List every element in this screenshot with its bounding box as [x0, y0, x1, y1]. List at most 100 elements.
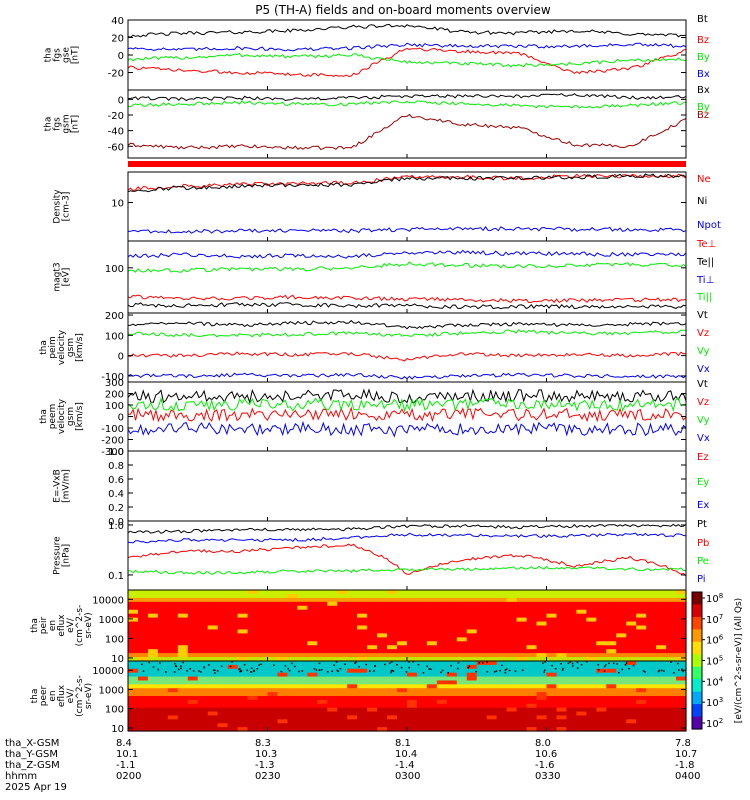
spectrogram-cell	[476, 641, 488, 646]
spectrogram-cell	[446, 633, 458, 638]
spectrogram-cell	[516, 637, 528, 642]
spectrogram-cell	[327, 601, 338, 607]
spectrogram-cell	[327, 676, 338, 682]
spectrogram-cell	[207, 703, 219, 709]
spectrogram-cell	[536, 668, 548, 674]
spectrogram-cell	[436, 617, 448, 623]
spectrogram-dropout	[354, 662, 356, 664]
spectrogram-cell	[646, 617, 657, 623]
spectrogram-cell	[128, 657, 139, 662]
spectrogram-cell	[496, 629, 508, 634]
spectrogram-cell	[546, 727, 558, 732]
spectrogram-cell	[426, 684, 438, 689]
spectrogram-cell	[257, 617, 269, 623]
spectrogram-cell	[267, 653, 279, 658]
spectrogram-cell	[576, 688, 587, 693]
spectrogram-cell	[207, 692, 219, 697]
spectrogram-cell	[167, 688, 179, 693]
colorbar-tick-label: 108	[706, 592, 723, 605]
spectrogram-cell	[397, 629, 408, 634]
spectrogram-cell	[357, 719, 368, 724]
spectrogram-cell	[616, 692, 627, 697]
spectrogram-cell	[506, 633, 518, 638]
spectrogram-cell	[347, 699, 358, 705]
spectrogram-cell	[267, 645, 279, 650]
spectrogram-cell	[576, 597, 587, 603]
spectrogram-cell	[277, 703, 289, 709]
spectrogram-cell	[576, 653, 587, 658]
spectrogram-cell	[576, 696, 587, 701]
spectrogram-cell	[217, 688, 229, 693]
spectrogram-dropout	[569, 661, 572, 663]
spectrogram-cell	[387, 684, 398, 689]
spectrogram-cell	[456, 680, 468, 685]
spectrogram-cell	[387, 605, 398, 611]
spectrogram-cell	[227, 676, 239, 682]
spectrogram-cell	[586, 668, 597, 674]
spectrogram-cell	[257, 601, 269, 607]
spectrogram-cell	[526, 727, 538, 732]
spectrogram-cell	[476, 684, 488, 689]
spectrogram-cell	[546, 641, 558, 646]
spectrogram-cell	[666, 696, 677, 701]
spectrogram-cell	[446, 715, 458, 720]
spectrogram-cell	[147, 723, 159, 728]
spectrogram-dropout	[199, 671, 202, 673]
spectrogram-cell	[516, 661, 528, 666]
spectrogram-cell	[566, 633, 577, 638]
spectrogram-cell	[666, 711, 677, 717]
spectrogram-cell	[147, 684, 159, 689]
spectrogram-cell	[436, 672, 448, 678]
spectrogram-cell	[257, 633, 269, 638]
spectrogram-cell	[347, 664, 358, 670]
spectrogram-dropout	[344, 663, 346, 665]
spectrogram-cell	[177, 711, 189, 717]
spectrogram-cell	[426, 723, 438, 728]
spectrogram-cell	[606, 621, 617, 627]
spectrogram-cell	[586, 672, 597, 678]
spectrogram-cell	[197, 653, 209, 658]
spectrogram-cell	[576, 593, 587, 599]
spectrogram-cell	[287, 727, 298, 732]
spectrogram-cell	[407, 711, 418, 717]
legend-label: Bx	[697, 69, 710, 80]
spectrogram-cell	[476, 696, 488, 701]
spectrogram-cell	[416, 597, 428, 603]
spectrogram-cell	[367, 711, 378, 717]
spectrogram-cell	[257, 609, 269, 615]
spectrogram-cell	[486, 672, 498, 678]
spectrogram-cell	[426, 629, 438, 634]
spectrogram-cell	[626, 688, 637, 693]
spectrogram-cell	[277, 597, 289, 603]
spectrogram-cell	[277, 668, 289, 674]
spectrogram-cell	[496, 661, 508, 666]
spectrogram-cell	[337, 621, 348, 627]
spectrogram-cell	[377, 590, 388, 595]
series-line-temperature-1	[127, 302, 687, 310]
spectrogram-cell	[526, 629, 538, 634]
spectrogram-cell	[526, 601, 538, 607]
spectrogram-cell	[197, 696, 209, 701]
spectrogram-cell	[257, 703, 269, 709]
spectrogram-cell	[526, 684, 538, 689]
spectrogram-cell	[546, 719, 558, 724]
spectrogram-cell	[466, 617, 478, 623]
spectrogram-cell	[496, 621, 508, 627]
spectrogram-cell	[177, 684, 189, 689]
spectrogram-cell	[277, 653, 289, 658]
spectrogram-cell	[157, 664, 169, 670]
spectrogram-cell	[157, 707, 169, 713]
spectrogram-cell	[636, 727, 647, 732]
series-line-pressure-2	[128, 565, 687, 575]
spectrogram-cell	[416, 641, 428, 646]
spectrogram-cell	[177, 707, 189, 713]
spectrogram-dropout	[571, 665, 574, 667]
spectrogram-cell	[446, 672, 458, 678]
spectrogram-dropout	[567, 662, 570, 664]
spectrogram-cell	[267, 668, 279, 674]
spectrogram-cell	[197, 688, 209, 693]
spectrogram-dropout	[576, 661, 579, 664]
spectrogram-cell	[227, 590, 239, 595]
spectrogram-cell	[187, 637, 199, 642]
spectrogram-cell	[227, 641, 239, 646]
